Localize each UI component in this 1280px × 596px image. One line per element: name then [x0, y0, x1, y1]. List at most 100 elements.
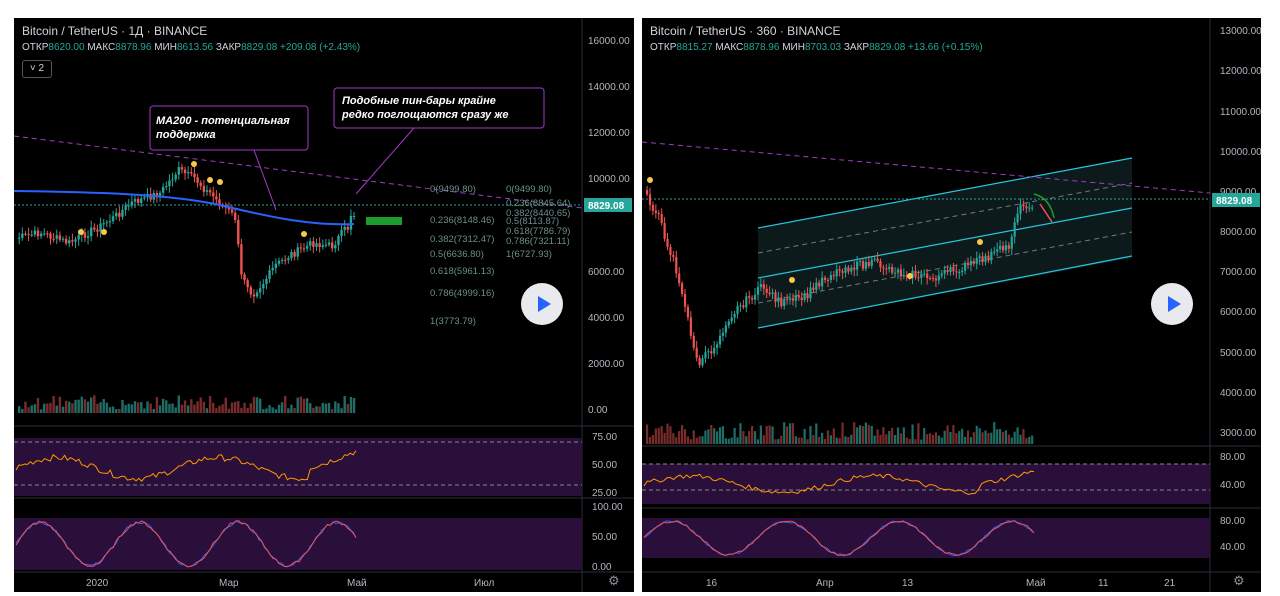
volume-bar: [121, 399, 124, 413]
candle: [105, 222, 109, 224]
price-axis-label: 13000.00: [1220, 26, 1261, 37]
candle: [177, 167, 181, 175]
candle: [202, 185, 206, 192]
annotation-pinbar-line2: редко поглощаются сразу же: [341, 109, 508, 121]
candle: [888, 266, 891, 270]
price-axis-label: 14000.00: [588, 82, 630, 93]
volume-bar: [870, 425, 873, 444]
candle: [701, 358, 704, 366]
rsi-axis-label: 25.00: [592, 488, 617, 499]
volume-bar: [876, 429, 879, 444]
candle: [762, 284, 765, 289]
candle: [218, 199, 221, 206]
volume-bar: [149, 403, 152, 413]
volume-bar: [196, 401, 199, 413]
candle: [237, 219, 240, 245]
volume-bar: [864, 422, 867, 444]
volume-bar: [86, 401, 90, 413]
annotation-ma200-line2: поддержка: [156, 129, 216, 141]
volume-bar: [686, 436, 690, 444]
volume-bar: [46, 403, 49, 413]
volume-bar: [165, 400, 168, 413]
volume-bar: [1031, 435, 1034, 444]
candle: [651, 204, 655, 211]
candle: [920, 273, 923, 278]
candle: [870, 259, 873, 267]
candle: [844, 267, 847, 273]
settings-gear-icon[interactable]: ⚙: [608, 573, 620, 588]
volume-bar: [990, 432, 993, 444]
volume-bar: [818, 436, 821, 444]
candle: [255, 292, 259, 297]
volume-bar: [797, 437, 800, 444]
indicators-toggle-button[interactable]: ˅ 2: [22, 60, 52, 78]
volume-bar: [882, 427, 885, 444]
candle: [686, 306, 690, 318]
candle: [271, 267, 274, 271]
candle: [902, 275, 905, 277]
settings-gear-icon[interactable]: ⚙: [1233, 573, 1245, 588]
volume-bar: [651, 434, 655, 444]
candle: [797, 295, 800, 298]
candle: [835, 269, 838, 277]
chart-canvas-daily[interactable]: 0(9499.80) 0.236(8148.46) 0.382(7312.47) 0.…: [14, 18, 634, 592]
volume-bar: [727, 438, 730, 444]
volume-bar: [695, 437, 698, 444]
candle: [1010, 236, 1013, 249]
candle: [753, 294, 757, 300]
candle: [905, 275, 908, 278]
volume-bar: [765, 425, 768, 444]
candle: [937, 275, 940, 281]
candle: [736, 305, 739, 315]
trend-line: [14, 135, 583, 209]
candle: [1001, 245, 1005, 251]
chart-panel-daily[interactable]: 0(9499.80) 0.236(8148.46) 0.382(7312.47) 0.…: [14, 18, 634, 592]
volume-bar: [105, 402, 109, 413]
candle: [926, 273, 929, 278]
candle: [140, 198, 143, 203]
volume-bar: [803, 428, 806, 444]
signal-dot: [78, 229, 84, 235]
channel-line: [757, 207, 1133, 279]
volume-bar: [753, 431, 757, 444]
volume-bar: [931, 434, 935, 444]
chart-panel-6h[interactable]: 13000.00 12000.00 11000.00 10000.00 9000.00 8…: [642, 18, 1261, 592]
candle: [972, 261, 975, 264]
volume-bar: [21, 408, 24, 413]
price-badge-text: 8829.08: [1216, 196, 1253, 207]
volume-bar: [783, 422, 786, 444]
price-axis-label: 7000.00: [1220, 267, 1257, 278]
volume-bar: [716, 431, 719, 444]
volume-bar: [1025, 438, 1028, 444]
forecast-arrow: [1033, 193, 1055, 219]
price-badge: [584, 198, 632, 212]
signal-dot: [789, 277, 795, 283]
candle: [1022, 204, 1025, 207]
volume-bar: [663, 432, 666, 444]
volume-bar: [334, 401, 337, 413]
candle: [18, 237, 21, 239]
candle: [713, 347, 716, 354]
chart-canvas-6h[interactable]: 13000.0012000.0011000.0010000.009000.008…: [642, 18, 1261, 592]
candle: [43, 233, 46, 235]
volume-bar: [698, 436, 701, 444]
candle: [124, 205, 127, 210]
candle: [262, 284, 265, 289]
price-axis-label: 6000.00: [588, 267, 625, 278]
annotation-pointer: [355, 127, 415, 195]
rsi-axis-label: 80.00: [1220, 452, 1245, 463]
fib-level-label: 0.382(7312.47): [430, 234, 494, 245]
volume-bar: [888, 430, 891, 444]
price-axis-label: 10000.00: [588, 174, 630, 185]
candle: [246, 280, 249, 288]
symbol-title: Bitcoin / TetherUS · 360 · BINANCE: [650, 24, 841, 38]
stoch-line: [643, 520, 1035, 556]
volume-bar: [224, 397, 227, 413]
volume-bar: [352, 398, 356, 413]
volume-bar: [815, 423, 818, 444]
play-button[interactable]: [1151, 283, 1193, 325]
candle: [783, 299, 786, 307]
candle: [733, 314, 736, 318]
candle: [121, 209, 124, 217]
play-button[interactable]: [521, 283, 563, 325]
